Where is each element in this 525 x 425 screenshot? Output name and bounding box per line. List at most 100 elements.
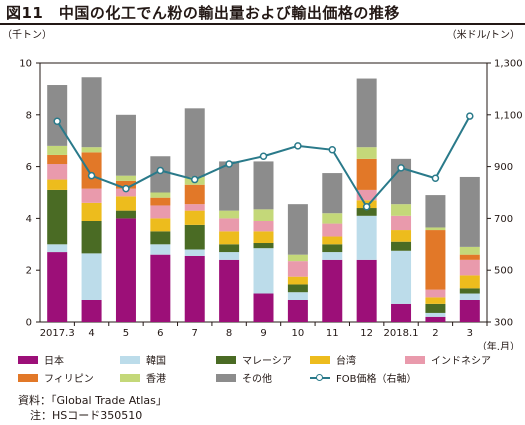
legend-label: 韓国 [146,356,166,367]
bar-segment [287,292,308,300]
right-tick-label: 1,300 [494,59,523,70]
bar-segment [287,284,308,293]
right-tick-label: 300 [494,318,513,329]
bar-segment [287,204,308,255]
bar-segment [287,299,308,322]
bar-segment [322,236,343,245]
left-tick-label: 2 [26,266,32,277]
fob-price-point [362,202,371,211]
fob-price-point [259,152,268,160]
bar-segment [356,78,377,148]
bar-segment [356,147,377,159]
bar-segment [459,288,480,294]
fob-price-point [294,142,302,150]
x-tick-label: 12 [360,328,373,339]
bar-segment [47,179,68,190]
x-tick-label: 4 [88,328,94,339]
bar-segment [356,259,377,322]
bar-segment [322,213,343,224]
bar-segment [425,303,446,313]
bar-segment [356,215,377,260]
legend-swatch [310,355,330,364]
legend-label: 台湾 [336,356,356,367]
bar-segment [425,297,446,304]
bar-segment [184,255,205,322]
legend-item: 香港 [120,370,166,385]
legend-swatch [18,373,38,382]
legend-item: インドネシア [405,352,491,367]
bar-segment [47,154,68,165]
legend-swatch [405,355,425,364]
bar-segment [322,173,343,214]
notes: 資料：「Global Trade Atlas」 注：HSコード350510 [18,393,167,423]
bar-segment [184,184,205,205]
x-tick-label: 2 [432,328,438,339]
legend-label: 日本 [44,356,64,367]
bar-segment [425,316,446,322]
bar-segment [219,218,240,232]
legend-label: その他 [242,374,272,385]
bar-segment [47,189,68,245]
right-tick-label: 700 [494,214,513,225]
bar-segment [459,259,480,276]
legend-item: 台湾 [310,352,356,367]
left-axis-label: （千トン） [2,29,52,41]
legend-item: 日本 [18,352,64,367]
plot-group: 0 2 4 6 8 10 300 500 700 900 1,100 1,300 2017.3 4 5 6 7 8… [19,59,522,340]
fob-price-point [397,164,405,172]
bar-segment [150,197,171,206]
bar-segment [115,188,136,197]
bar-segment [459,246,480,255]
left-tick-label: 8 [26,110,32,121]
bar-segment [322,244,343,253]
bar-segment [81,188,102,203]
fob-price-point [156,166,165,175]
left-tick-label: 4 [26,214,32,225]
bar-segment [287,276,308,285]
fob-price-point [122,184,130,193]
legend-line-marker [310,373,330,382]
bar-segment [81,152,102,189]
legend-label: FOB価格（右軸） [336,374,417,385]
legend-label: フィリピン [44,374,94,385]
hs-code-note: 注：HSコード350510 [30,409,143,422]
bar-segment [425,195,446,228]
fob-price-point [87,171,96,180]
legend-label: インドネシア [431,356,491,367]
bar-segment [115,210,136,219]
bar-segment [219,252,240,260]
bar-segment [115,175,136,181]
source-note: 資料：「Global Trade Atlas」 [18,394,167,407]
bar-segment [219,231,240,245]
right-tick-label: 500 [494,266,513,277]
legend-item: その他 [216,370,272,385]
legend-swatch [18,355,38,364]
bar-segment [459,176,480,247]
title-divider [0,23,525,25]
bar-segment [253,293,274,322]
bar-segment [459,254,480,260]
bar-segment [459,293,480,300]
bar-segment [391,204,412,216]
bar-segment [425,289,446,298]
legend-swatch [216,355,236,364]
bar-segment [47,252,68,322]
bar-segment [391,250,412,304]
x-tick-label: 6 [157,328,163,339]
x-tick-label: 3 [467,328,473,339]
bar-segment [184,108,205,177]
bar-segment [253,161,274,210]
legend-label: マレーシア [242,356,292,367]
bar-segment [391,241,412,251]
right-tick-label: 900 [494,162,513,173]
legend-swatch [120,355,140,364]
left-tick-label: 10 [19,59,32,70]
x-tick-label: 9 [260,328,266,339]
right-tick-label: 1,100 [494,110,523,121]
bar-segment [322,223,343,237]
bar-segment [81,147,102,153]
bar-segment [115,196,136,211]
bar-segment [322,259,343,322]
bar-segment [253,209,274,221]
bar-segment [287,254,308,262]
